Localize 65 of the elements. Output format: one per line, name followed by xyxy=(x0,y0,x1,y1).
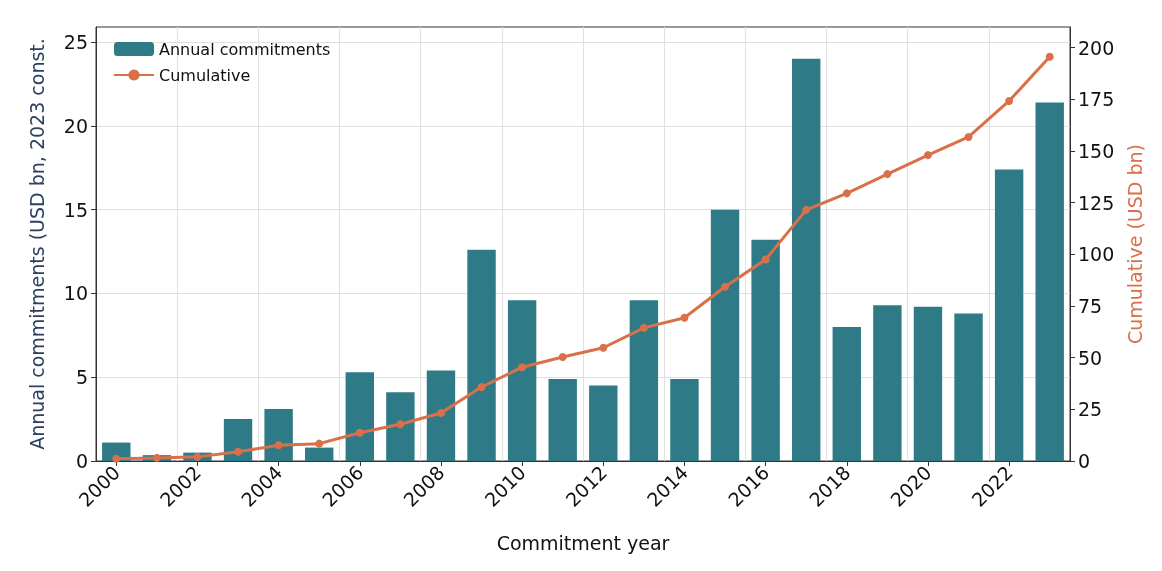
y-tick-label: 15 xyxy=(63,198,88,221)
point xyxy=(639,323,648,332)
bar xyxy=(264,409,293,461)
point xyxy=(883,170,892,179)
point xyxy=(355,428,364,437)
bar xyxy=(710,209,740,461)
y2-tick-label: 0 xyxy=(1078,450,1091,472)
y2-axis-title: Cumulative (USD bn) xyxy=(1123,143,1146,345)
point xyxy=(680,313,689,322)
bar xyxy=(873,305,902,461)
y-tick-label: 25 xyxy=(63,31,88,54)
point xyxy=(802,205,811,214)
bar xyxy=(386,392,415,461)
y-tick-label: 0 xyxy=(75,450,88,472)
point xyxy=(112,454,121,463)
point xyxy=(842,189,851,198)
bar xyxy=(832,326,861,461)
point xyxy=(315,439,324,448)
point xyxy=(274,441,283,450)
y-tick-label: 5 xyxy=(75,366,88,389)
point xyxy=(477,383,486,392)
bar xyxy=(305,447,334,461)
bar xyxy=(954,313,983,461)
bar xyxy=(426,370,456,461)
point xyxy=(558,353,567,362)
legend-label: Annual commitments xyxy=(159,39,331,59)
y2-tick-label: 50 xyxy=(1078,346,1103,369)
bar xyxy=(1035,102,1064,461)
y2-tick-label: 125 xyxy=(1078,191,1115,214)
bar xyxy=(589,385,618,461)
y2-tick-label: 75 xyxy=(1078,295,1103,317)
bar xyxy=(629,300,659,461)
bar xyxy=(751,239,780,461)
point xyxy=(964,132,973,141)
point xyxy=(761,255,770,264)
point xyxy=(234,447,243,456)
point xyxy=(599,343,608,352)
point xyxy=(436,409,445,418)
bar xyxy=(994,169,1024,461)
y-axis-title: Annual commitments (USD bn, 2023 const. xyxy=(25,38,48,450)
point xyxy=(518,363,527,372)
y-tick-label: 10 xyxy=(63,282,88,305)
bar xyxy=(670,378,699,461)
y2-tick-label: 200 xyxy=(1078,36,1115,59)
legend-label: Cumulative xyxy=(159,65,251,85)
bar xyxy=(467,249,496,461)
bar xyxy=(507,300,537,461)
y2-tick-label: 100 xyxy=(1078,243,1115,266)
x-axis-title: Commitment year xyxy=(496,531,670,554)
point xyxy=(396,420,405,429)
y2-tick-label: 25 xyxy=(1078,398,1103,421)
bar xyxy=(792,58,821,461)
y2-tick-label: 150 xyxy=(1078,140,1115,162)
point xyxy=(1005,96,1014,105)
bar xyxy=(345,372,374,461)
point xyxy=(1045,52,1054,61)
point xyxy=(152,453,161,462)
y2-tick-label: 175 xyxy=(1078,88,1115,111)
bar xyxy=(223,419,253,461)
point xyxy=(923,151,932,160)
y-tick-label: 20 xyxy=(63,114,88,137)
bar xyxy=(913,306,943,461)
bar xyxy=(548,378,577,461)
point xyxy=(193,452,202,461)
point xyxy=(721,282,730,291)
